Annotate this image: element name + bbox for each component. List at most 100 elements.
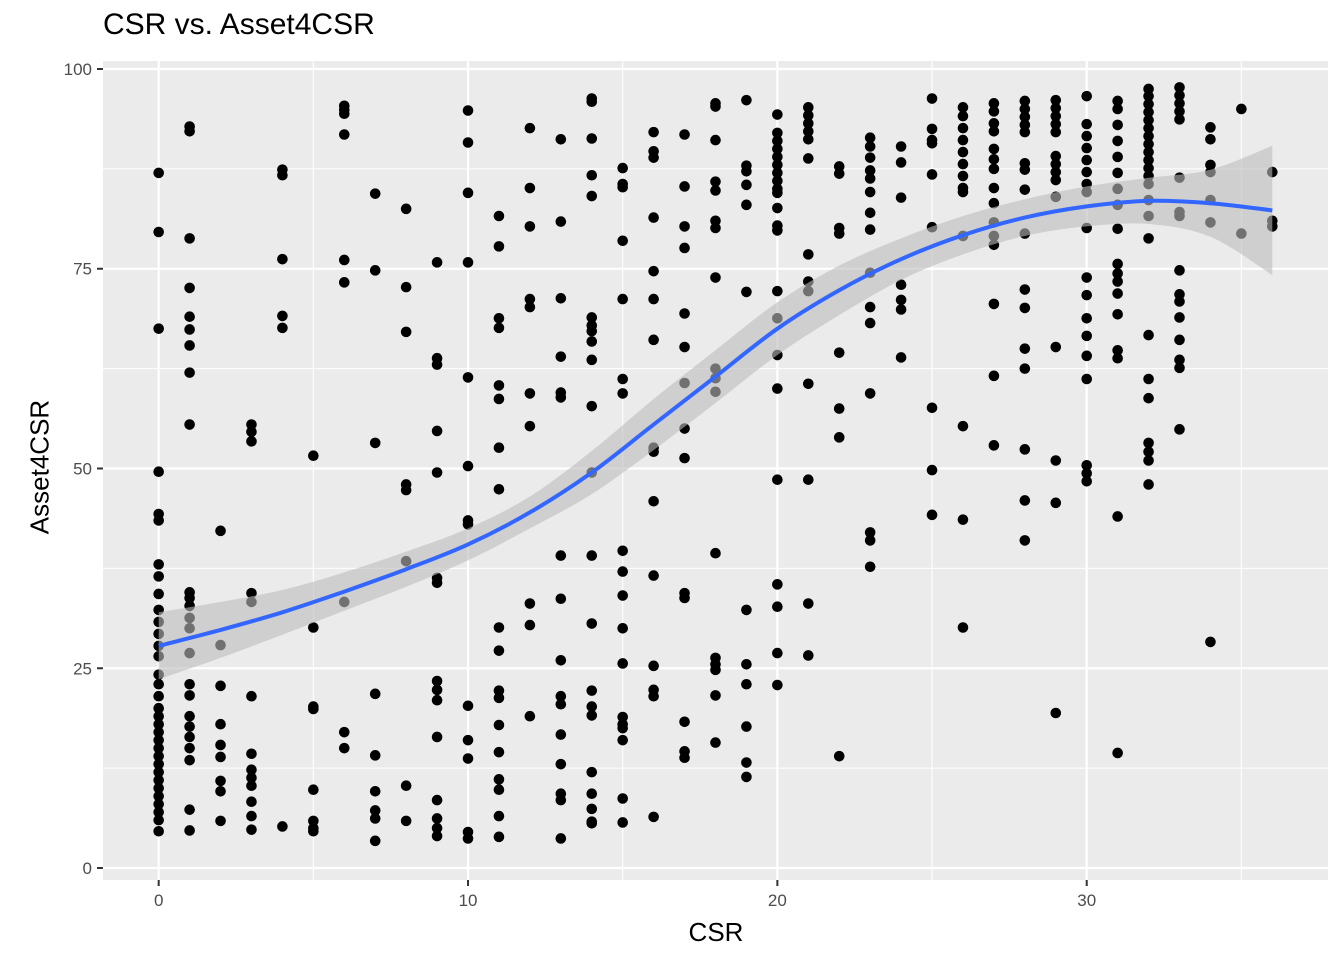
data-point	[153, 226, 164, 238]
data-point	[586, 803, 598, 815]
data-point	[524, 293, 536, 305]
data-point	[957, 102, 969, 113]
data-point	[153, 571, 164, 582]
data-point	[524, 420, 536, 432]
data-point	[1205, 636, 1216, 648]
data-point	[338, 726, 350, 738]
data-point	[153, 766, 164, 778]
data-point	[741, 678, 752, 690]
data-point	[555, 729, 567, 740]
data-point	[400, 203, 412, 215]
data-point	[1143, 106, 1154, 118]
data-point	[586, 169, 598, 181]
data-point	[1174, 114, 1185, 125]
data-point	[1081, 118, 1093, 130]
data-point	[1112, 288, 1123, 299]
data-point	[369, 688, 381, 700]
data-point	[462, 700, 474, 712]
data-point	[493, 312, 505, 324]
data-point	[957, 622, 969, 633]
data-point	[772, 383, 783, 394]
data-point	[1081, 166, 1093, 178]
data-point	[1081, 312, 1093, 324]
data-point	[1174, 90, 1185, 101]
data-point	[617, 235, 628, 247]
data-point	[648, 570, 659, 581]
data-point	[184, 419, 195, 430]
data-point	[772, 159, 783, 171]
data-point	[1050, 174, 1062, 186]
data-point	[308, 784, 319, 796]
data-point	[803, 378, 814, 390]
data-point	[833, 168, 845, 179]
data-point	[153, 702, 164, 714]
data-point	[1143, 479, 1154, 490]
data-point	[833, 432, 845, 443]
data-point	[741, 771, 752, 783]
data-point	[1050, 102, 1062, 114]
data-point	[1143, 146, 1154, 158]
data-point	[1174, 312, 1185, 323]
data-point	[184, 324, 195, 335]
data-point	[586, 788, 598, 800]
data-point	[864, 186, 876, 198]
data-point	[524, 122, 536, 134]
data-point	[462, 137, 474, 148]
data-point	[926, 123, 938, 135]
data-point	[524, 710, 536, 722]
data-point	[772, 202, 783, 214]
data-point	[462, 753, 474, 764]
data-point	[246, 810, 257, 822]
data-point	[648, 334, 659, 346]
data-point	[864, 527, 876, 538]
data-point	[1143, 162, 1154, 174]
data-point	[493, 784, 505, 796]
data-point	[555, 758, 567, 770]
data-point	[586, 618, 598, 629]
data-point	[864, 132, 876, 144]
data-point	[957, 514, 969, 525]
data-point	[400, 281, 412, 293]
data-point	[1081, 330, 1093, 342]
data-point	[462, 105, 474, 116]
data-point	[493, 831, 505, 843]
data-point	[1019, 302, 1031, 314]
data-point	[153, 718, 164, 730]
data-point	[1050, 118, 1062, 130]
data-point	[555, 216, 567, 227]
data-point	[184, 690, 195, 701]
data-point	[1050, 126, 1062, 138]
x-tick-label: 0	[154, 891, 163, 910]
data-point	[988, 298, 1000, 310]
data-point	[1019, 343, 1031, 354]
data-point	[864, 388, 876, 399]
data-point	[1081, 142, 1093, 154]
data-point	[772, 135, 783, 147]
data-point	[277, 310, 288, 322]
data-point	[369, 437, 381, 449]
data-point	[648, 293, 659, 305]
data-point	[1112, 103, 1123, 115]
data-point	[184, 282, 195, 294]
data-point	[555, 593, 567, 605]
data-point	[493, 746, 505, 758]
data-point	[338, 108, 350, 120]
data-point	[153, 323, 164, 334]
data-point	[1174, 334, 1185, 346]
data-point	[988, 118, 1000, 129]
data-point	[617, 793, 628, 804]
data-point	[431, 830, 443, 842]
data-point	[1143, 446, 1154, 458]
data-point	[431, 577, 443, 589]
data-point	[772, 601, 783, 613]
data-point	[926, 169, 938, 180]
data-point	[1143, 122, 1154, 134]
data-point	[1143, 154, 1154, 166]
data-point	[1081, 350, 1093, 362]
data-point	[772, 109, 783, 120]
data-point	[586, 701, 598, 712]
data-point	[957, 146, 969, 158]
data-point	[184, 754, 195, 766]
data-point	[586, 325, 598, 337]
data-point	[215, 751, 226, 763]
